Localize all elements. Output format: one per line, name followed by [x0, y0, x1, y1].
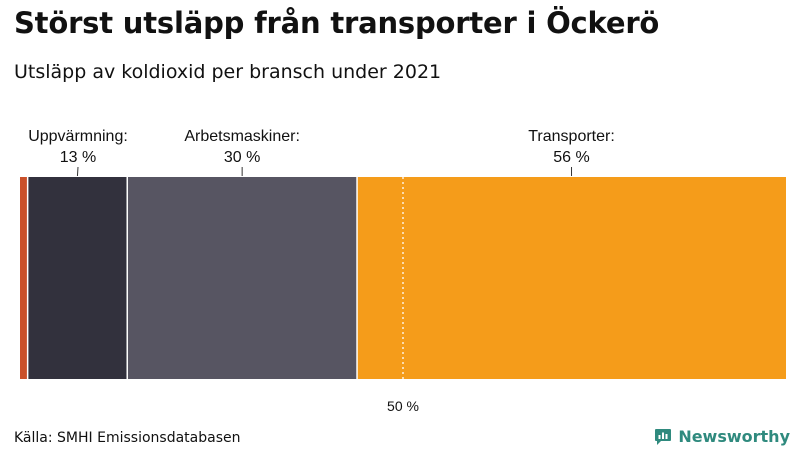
bar-segment: [357, 177, 786, 379]
bar-segment: [27, 177, 128, 379]
chart-title: Störst utsläpp från transporter i Öckerö: [14, 6, 660, 40]
label-leader-line: [76, 166, 79, 177]
reference-line-group: 50 %: [387, 177, 419, 414]
bar-segments: [20, 177, 786, 379]
newsworthy-logo-icon: [655, 428, 672, 445]
segment-name-label: Transporter:: [528, 128, 615, 145]
segment-name-label: Uppvärmning:: [28, 128, 128, 145]
segment-value-label: 30 %: [224, 149, 260, 166]
bar-segment: [127, 177, 358, 379]
segment-value-label: 56 %: [553, 149, 589, 166]
reference-line-label: 50 %: [387, 398, 419, 414]
segment-value-label: 13 %: [60, 149, 96, 166]
bar-segment: [20, 177, 28, 379]
source-note: Källa: SMHI Emissionsdatabasen: [14, 430, 241, 446]
brand-logo[interactable]: Newsworthy: [654, 427, 790, 446]
chart-subtitle: Utsläpp av koldioxid per bransch under 2…: [14, 61, 442, 83]
segment-name-label: Arbetsmaskiner:: [184, 128, 300, 145]
segment-labels: Uppvärmning: 13 % Arbetsmaskiner: 30 % Trans…: [28, 128, 615, 177]
brand-name: Newsworthy: [678, 427, 790, 446]
